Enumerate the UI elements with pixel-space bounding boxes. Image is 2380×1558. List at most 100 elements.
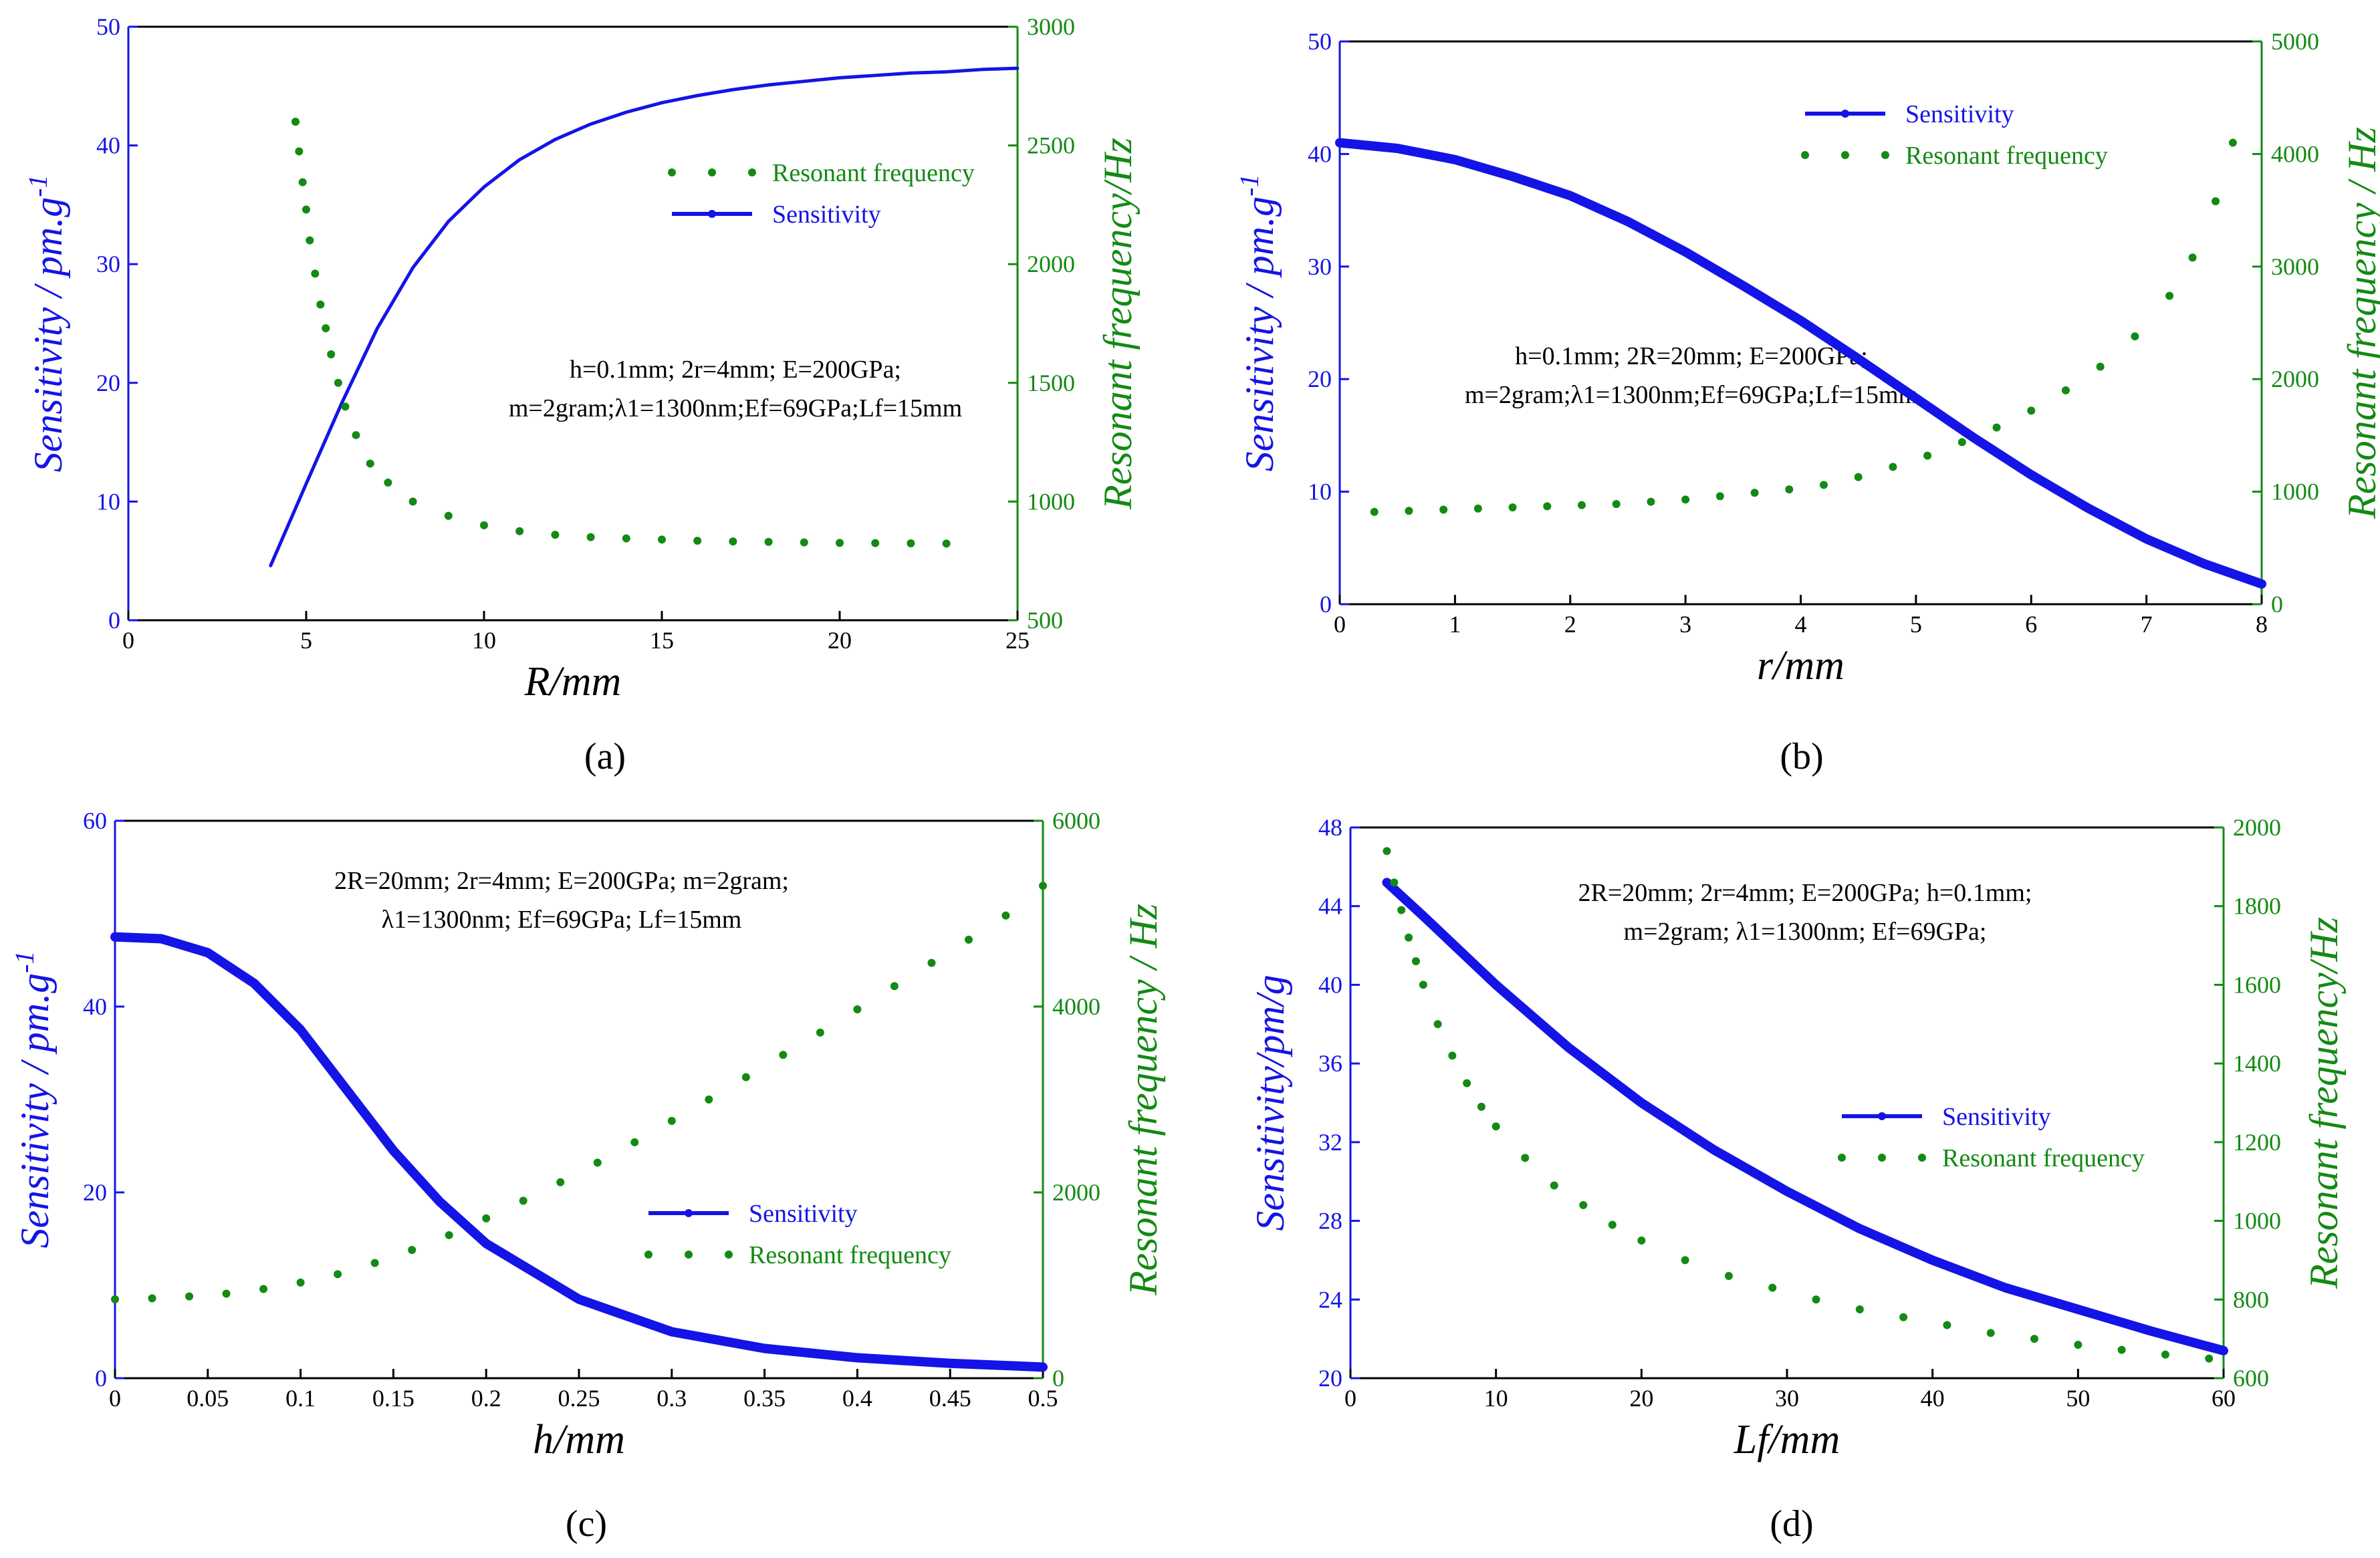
left-y-tick-label: 48 bbox=[1318, 814, 1342, 841]
left-y-tick-label: 0 bbox=[108, 607, 120, 634]
resonant-frequency-point bbox=[800, 538, 808, 547]
resonant-frequency-point bbox=[148, 1294, 156, 1303]
resonant-frequency-point bbox=[1390, 878, 1399, 887]
x-tick-label: 8 bbox=[2256, 611, 2268, 638]
x-tick-label: 0.35 bbox=[743, 1385, 786, 1412]
annotation-line: m=2gram;λ1=1300nm;Ef=69GPa;Lf=15mm bbox=[1465, 381, 1918, 409]
resonant-frequency-point bbox=[2228, 138, 2237, 147]
x-tick-label: 0.25 bbox=[558, 1385, 600, 1412]
resonant-frequency-point bbox=[1383, 847, 1391, 856]
resonant-frequency-point bbox=[1923, 451, 1932, 460]
x-tick-label: 0 bbox=[122, 627, 134, 654]
left-y-tick-label: 30 bbox=[1308, 253, 1332, 280]
right-y-tick-label: 500 bbox=[1027, 607, 1063, 634]
panel-b: 0 1 2 3 4 5 6 7 80102030405001000200030004000500… bbox=[1234, 28, 2380, 777]
legend-sensitivity-label: Sensitivity bbox=[772, 201, 881, 229]
resonant-frequency-point bbox=[1750, 489, 1759, 497]
resonant-frequency-point bbox=[1819, 481, 1828, 489]
panel-label: (d) bbox=[1770, 1503, 1813, 1545]
resonant-frequency-point bbox=[1477, 1102, 1485, 1111]
right-y-tick-label: 1400 bbox=[2233, 1050, 2281, 1077]
resonant-frequency-point bbox=[2117, 1345, 2126, 1354]
x-tick-label: 0.15 bbox=[372, 1385, 414, 1412]
resonant-frequency-point bbox=[1543, 502, 1552, 511]
sensitivity-line bbox=[269, 66, 1020, 567]
x-tick-label: 0.05 bbox=[187, 1385, 229, 1412]
right-y-tick-label: 4000 bbox=[2271, 140, 2319, 167]
resonant-frequency-point bbox=[1521, 1154, 1530, 1162]
resonant-frequency-point bbox=[1405, 933, 1413, 942]
panel-d: 0 10 20 30 40 50 60 20 24 28 32 36 40 44 48 600 800 1000 1… bbox=[1248, 814, 2346, 1545]
left-y-tick-label: 50 bbox=[96, 13, 120, 40]
resonant-frequency-point bbox=[890, 982, 899, 991]
resonant-frequency-point bbox=[298, 178, 307, 186]
resonant-frequency-point bbox=[2188, 253, 2197, 262]
left-y-tick-label: 50 bbox=[1308, 28, 1332, 55]
left-y-tick-label: 0 bbox=[95, 1365, 107, 1392]
panel-c: 0 0.05 0.1 0.15 0.2 0.25 0.3 0.35 0.4 0.45 0.50204… bbox=[9, 807, 1165, 1545]
left-y-tick-label: 10 bbox=[1308, 479, 1332, 505]
resonant-frequency-point bbox=[622, 534, 630, 543]
x-tick-label: 3 bbox=[1679, 611, 1691, 638]
resonant-frequency-point bbox=[291, 118, 300, 126]
series-resonant-frequency bbox=[111, 882, 1047, 1303]
sensitivity-line bbox=[1382, 878, 2228, 1355]
resonant-frequency-point bbox=[370, 1259, 379, 1267]
resonant-frequency-point bbox=[296, 1278, 305, 1287]
left-y-tick-label: 36 bbox=[1318, 1050, 1342, 1077]
legend-resonant-marker bbox=[1841, 151, 1849, 159]
resonant-frequency-point bbox=[1785, 485, 1794, 494]
left-y-axis-label: Sensitivity / pm.g-1 bbox=[23, 175, 70, 473]
left-y-tick-label: 30 bbox=[96, 251, 120, 277]
x-tick-label: 60 bbox=[2212, 1385, 2236, 1412]
resonant-frequency-point bbox=[705, 1095, 713, 1103]
x-tick-label: 7 bbox=[2141, 611, 2153, 638]
resonant-frequency-point bbox=[1768, 1283, 1777, 1292]
legend-resonant-marker bbox=[1801, 151, 1809, 159]
panel-a: 0 5 10 15 20 25 0 10 20 30 40 50 500 1000 1500 2000 2500… bbox=[23, 13, 1140, 777]
right-y-tick-label: 2000 bbox=[2233, 814, 2281, 841]
x-tick-label: 5 bbox=[300, 627, 312, 654]
annotation-line: λ1=1300nm; Ef=69GPa; Lf=15mm bbox=[382, 906, 742, 934]
resonant-frequency-point bbox=[658, 535, 666, 544]
right-y-tick-label: 2000 bbox=[2271, 366, 2319, 392]
right-y-tick-label: 1000 bbox=[1027, 488, 1075, 515]
sensitivity-line bbox=[110, 932, 1048, 1372]
series-resonant-frequency bbox=[291, 118, 951, 548]
resonant-frequency-point bbox=[1370, 507, 1379, 516]
right-y-tick-label: 1200 bbox=[2233, 1129, 2281, 1156]
x-tick-label: 0.4 bbox=[842, 1385, 872, 1412]
resonant-frequency-point bbox=[1439, 505, 1448, 514]
right-y-tick-label: 2000 bbox=[1052, 1179, 1100, 1206]
resonant-frequency-point bbox=[1854, 473, 1863, 481]
resonant-frequency-point bbox=[779, 1051, 788, 1059]
right-y-tick-label: 3000 bbox=[2271, 253, 2319, 280]
resonant-frequency-point bbox=[729, 537, 737, 546]
legend-resonant-label: Resonant frequency bbox=[772, 159, 975, 187]
right-y-tick-label: 1800 bbox=[2233, 893, 2281, 920]
resonant-frequency-point bbox=[2161, 1350, 2169, 1359]
resonant-frequency-point bbox=[2074, 1340, 2082, 1349]
resonant-frequency-point bbox=[366, 459, 374, 468]
resonant-frequency-point bbox=[444, 511, 453, 520]
panel-label: (b) bbox=[1780, 736, 1823, 777]
left-y-tick-label: 40 bbox=[83, 993, 107, 1020]
annotation-line: h=0.1mm; 2r=4mm; E=200GPa; bbox=[570, 356, 901, 384]
resonant-frequency-point bbox=[306, 236, 314, 245]
x-tick-label: 10 bbox=[472, 627, 496, 654]
x-tick-label: 1 bbox=[1449, 611, 1461, 638]
left-y-tick-label: 60 bbox=[83, 807, 107, 834]
legend: Resonant frequency Sensitivity bbox=[668, 159, 975, 229]
resonant-frequency-point bbox=[2027, 406, 2036, 415]
resonant-frequency-point bbox=[1577, 501, 1586, 509]
resonant-frequency-point bbox=[327, 350, 336, 359]
legend-resonant-marker bbox=[668, 168, 676, 176]
left-y-tick-label: 0 bbox=[1320, 591, 1332, 618]
legend-resonant-marker bbox=[644, 1251, 652, 1259]
legend-sensitivity-marker bbox=[708, 210, 716, 218]
x-axis-label: R/mm bbox=[524, 659, 622, 704]
resonant-frequency-point bbox=[1508, 503, 1517, 512]
legend-sensitivity-label: Sensitivity bbox=[749, 1200, 858, 1228]
resonant-frequency-point bbox=[853, 1005, 862, 1014]
resonant-frequency-point bbox=[551, 531, 560, 539]
